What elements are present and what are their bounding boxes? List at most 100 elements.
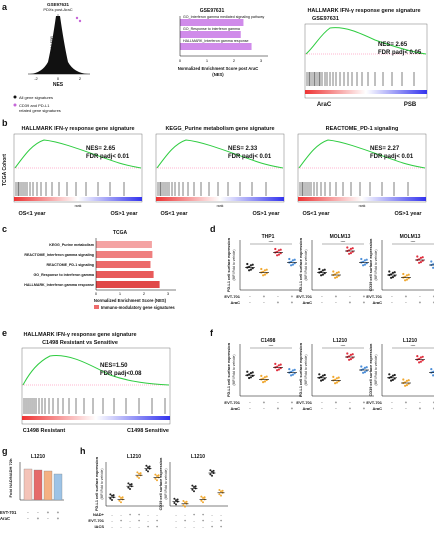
dot-point: [203, 496, 206, 499]
dot-point: [249, 372, 252, 375]
svg-text:+: +: [211, 524, 214, 529]
dot-point: [291, 259, 294, 262]
dot-point: [290, 374, 293, 377]
g-ylabel: Fold NAD/NADH 72h: [8, 458, 13, 497]
dot-plot-title: THP1: [262, 234, 275, 240]
dot-point: [175, 499, 177, 502]
dot-point: [291, 373, 294, 376]
dot-point: [147, 466, 149, 469]
svg-text:+: +: [433, 400, 434, 405]
svg-text:-: -: [263, 406, 265, 411]
dot-point: [335, 381, 338, 384]
dot-plot-ylabel: CD39 cell surface expression: [159, 457, 163, 510]
dot-point: [362, 371, 365, 374]
dot-plot-ylabel: PD-L1 cell surface expression: [299, 342, 303, 397]
bar-c-tick: 3: [167, 291, 170, 296]
svg-text:****: ****: [341, 344, 347, 348]
dot-point: [262, 381, 265, 384]
dot-point: [388, 270, 391, 273]
svg-text:-: -: [193, 524, 195, 529]
svg-text:-: -: [249, 406, 251, 411]
volcano-title-2: PDXs post-AraC: [43, 7, 72, 12]
svg-text:-: -: [335, 406, 337, 411]
dot-point: [138, 472, 140, 475]
svg-text:+: +: [363, 300, 366, 305]
volcano-highlight-point: [78, 19, 82, 23]
svg-text:-: -: [27, 516, 29, 521]
dot-point: [218, 489, 221, 491]
dot-point: [118, 495, 121, 498]
dot-point: [145, 464, 148, 467]
dot-point: [430, 260, 433, 263]
svg-text:+: +: [419, 300, 422, 305]
dot-point: [265, 268, 268, 271]
panel-letter-d: d: [210, 224, 216, 234]
volcano-title-1: GSE97631: [47, 2, 70, 7]
svg-text:-: -: [277, 400, 279, 405]
dot-point: [335, 377, 338, 380]
gsea-a-left: AraC: [317, 102, 332, 108]
svg-text:+: +: [349, 406, 352, 411]
dot-point: [405, 384, 408, 387]
svg-text:-: -: [27, 510, 29, 515]
dot-plot-title: L1210: [403, 338, 417, 344]
bar-c-bar: [96, 241, 152, 248]
dot-point: [404, 279, 407, 282]
gsea-b-curve: [298, 139, 426, 169]
svg-text:-: -: [405, 300, 407, 305]
dot-point: [157, 474, 160, 477]
dot-point: [391, 271, 394, 274]
svg-text:+: +: [220, 524, 223, 529]
dot-point: [365, 258, 368, 261]
dot-point: [318, 267, 321, 271]
dot-plot-sublabel: (MFI Fold to vehicle): [374, 250, 378, 281]
dot-point: [391, 276, 394, 279]
dot-point: [193, 486, 195, 488]
bar-c-label: REACTOME_Interferon gamma signaling: [24, 253, 94, 257]
bar-a-bar: [180, 43, 252, 50]
panel-letter-g: g: [2, 446, 8, 456]
svg-text:-: -: [391, 300, 393, 305]
svg-text:-: -: [111, 524, 113, 529]
svg-text:-: -: [138, 524, 140, 529]
bar-a-tick: 3: [260, 58, 263, 63]
gsea-plot-b-3: REACTOME_PD-1 signaling NES= 2.27 FDR padj…: [297, 126, 427, 217]
bar-c-xlabel: Normalized Enrichment Score (NES): [94, 298, 167, 303]
dot-point: [320, 379, 323, 382]
dot-point: [318, 373, 321, 376]
gsea-b-fdr: FDR padj< 0.01: [228, 154, 272, 160]
g-row2: AraC: [0, 516, 10, 521]
dot-point: [249, 268, 252, 271]
dot-point: [348, 252, 351, 255]
bar-a-xlabel-2: (NES): [212, 72, 224, 77]
bar-c-label: HALLMARK_Interferon gamma response: [24, 283, 94, 287]
row-label: AraC: [372, 406, 382, 411]
svg-text:+: +: [193, 512, 196, 517]
volcano-tick-x: 2: [79, 76, 82, 81]
dot-point: [209, 473, 212, 476]
gsea-b-fdr: FDR padj< 0.01: [370, 154, 414, 160]
dot-point: [362, 264, 365, 267]
dot-point: [346, 246, 349, 249]
dot-plot-ylabel: PD-L1 cell surface expression: [95, 456, 99, 511]
dot-point: [391, 378, 394, 381]
svg-text:-: -: [175, 512, 177, 517]
dot-point: [200, 495, 203, 498]
dot-plot-title: MOLM13: [400, 234, 421, 240]
svg-text:-: -: [193, 518, 195, 523]
dot-point: [393, 271, 396, 274]
bar-c-bar: [96, 271, 154, 278]
gsea-b-fdr: FDR padj< 0.01: [86, 154, 130, 160]
dot-point: [402, 378, 405, 381]
dot-point: [321, 374, 324, 377]
dot-point: [182, 504, 185, 507]
svg-text:+: +: [419, 406, 422, 411]
dot-point: [363, 259, 366, 262]
svg-text:+: +: [138, 518, 141, 523]
svg-text:+: +: [291, 400, 294, 405]
gsea-b-left: OS<1 year: [160, 211, 188, 217]
dot-point: [156, 475, 158, 477]
svg-text:-: -: [391, 294, 393, 299]
gsea-a-nes: NES= 2.65: [378, 42, 408, 48]
dot-point: [363, 263, 366, 266]
